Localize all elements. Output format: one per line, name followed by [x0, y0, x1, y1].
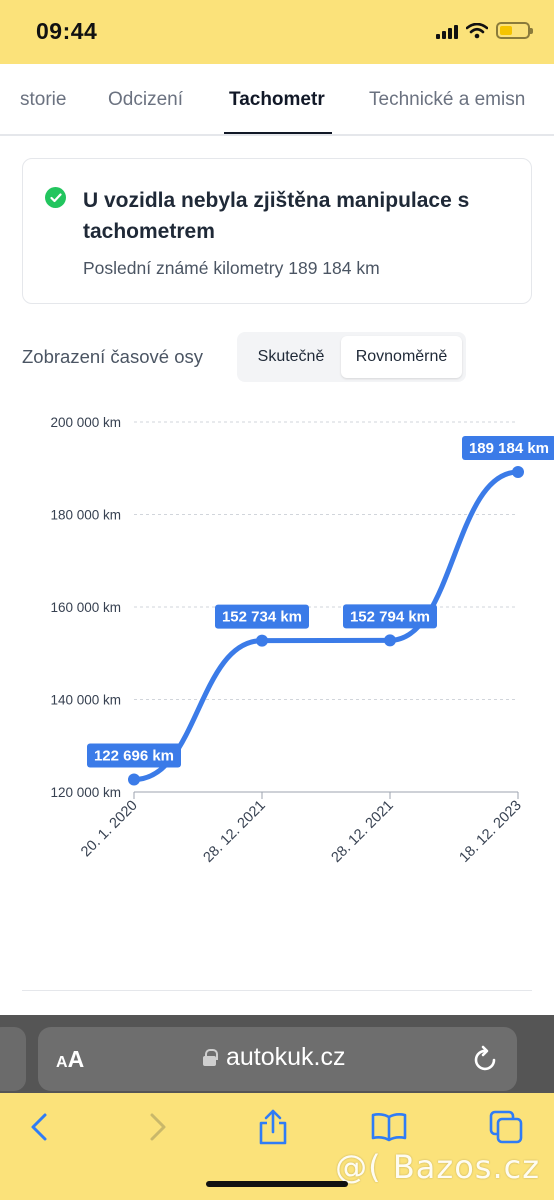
mileage-chart: 120 000 km 140 000 km 160 000 km 180 000 km…	[50, 415, 554, 866]
tabs-button[interactable]	[482, 1103, 530, 1151]
status-bar: 09:44	[0, 0, 554, 64]
data-label-bg	[215, 604, 309, 629]
data-point	[384, 634, 396, 647]
forward-button[interactable]	[134, 1103, 182, 1151]
data-point	[128, 773, 140, 786]
data-label-bg	[343, 604, 437, 629]
tab-tachometr[interactable]: Tachometr	[229, 89, 325, 110]
text-size-button[interactable]: AA	[56, 1046, 85, 1072]
lock-icon	[203, 1049, 218, 1066]
section-divider	[22, 990, 532, 991]
book-icon	[371, 1113, 407, 1142]
address-bar-area: AA autokuk.cz	[0, 1015, 554, 1093]
back-button[interactable]	[15, 1103, 63, 1151]
tab-technicke-a-emisni[interactable]: Technické a emisn	[369, 89, 526, 110]
share-button[interactable]	[249, 1103, 297, 1151]
last-known-mileage: Poslední známé kilometry 189 184 km	[83, 258, 380, 278]
status-title: U vozidla nebyla zjištěna manipulace s t…	[83, 189, 470, 243]
y-tick-label: 140 000 km	[50, 693, 121, 708]
url-text: autokuk.cz	[226, 1043, 346, 1071]
manipulation-status-card: U vozidla nebyla zjištěna manipulace s t…	[22, 158, 532, 304]
x-tick-label: 18. 12. 2023	[456, 798, 524, 866]
cellular-signal-icon	[436, 23, 458, 39]
tabs-icon	[489, 1110, 523, 1144]
status-icons	[436, 22, 533, 39]
timeline-label: Zobrazení časové osy	[22, 346, 203, 367]
url-display[interactable]: autokuk.cz	[203, 1043, 346, 1072]
timeline-option-actual[interactable]: Skutečně	[257, 348, 325, 365]
wifi-icon	[466, 22, 488, 38]
data-label: 189 184 km	[469, 440, 549, 457]
tab-historie[interactable]: storie	[20, 89, 67, 110]
y-tick-label: 160 000 km	[50, 600, 121, 615]
data-label-bg	[462, 436, 554, 461]
tab-bar: storie Odcizení Tachometr Technické a em…	[0, 64, 554, 136]
battery-icon	[496, 22, 533, 39]
data-label: 122 696 km	[94, 748, 174, 765]
y-tick-label: 200 000 km	[50, 415, 121, 430]
x-tick-label: 28. 12. 2021	[328, 798, 396, 866]
bookmarks-button[interactable]	[365, 1103, 413, 1151]
tab-odcizeni[interactable]: Odcizení	[108, 89, 183, 110]
chevron-left-icon	[31, 1113, 47, 1141]
data-point	[256, 634, 268, 647]
address-bar[interactable]: AA autokuk.cz	[38, 1027, 517, 1091]
y-tick-label: 180 000 km	[50, 508, 121, 523]
data-label-bg	[87, 743, 181, 768]
timeline-toggle: Skutečně Rovnoměrně	[237, 332, 466, 382]
share-icon	[259, 1109, 287, 1145]
timeline-option-uniform[interactable]: Rovnoměrně	[341, 336, 462, 378]
browser-nav-row	[0, 1103, 554, 1151]
check-circle-icon	[45, 187, 66, 208]
reload-icon[interactable]	[473, 1045, 499, 1073]
previous-tab-preview[interactable]	[0, 1027, 26, 1091]
y-tick-label: 120 000 km	[50, 785, 121, 800]
home-indicator	[206, 1181, 348, 1187]
watermark: @( Bazos.cz	[335, 1148, 540, 1186]
data-point	[512, 466, 524, 479]
series-line	[131, 469, 521, 783]
x-tick-label: 20. 1. 2020	[78, 798, 141, 861]
status-time: 09:44	[36, 18, 98, 44]
active-tab-indicator	[224, 132, 332, 134]
x-tick-label: 28. 12. 2021	[200, 798, 268, 866]
data-label: 152 794 km	[350, 608, 430, 625]
chevron-right-icon	[150, 1113, 166, 1141]
browser-toolbar: AA autokuk.cz	[0, 1015, 554, 1200]
data-label: 152 734 km	[222, 609, 302, 626]
